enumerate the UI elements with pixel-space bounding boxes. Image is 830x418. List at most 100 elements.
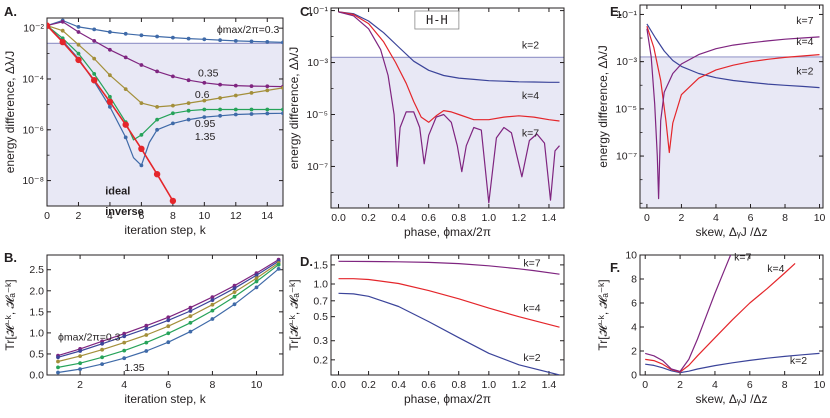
data-point-b-3-6 bbox=[188, 320, 193, 325]
data-point-b-2-1 bbox=[78, 354, 82, 358]
data-point-a-1-7 bbox=[155, 69, 160, 74]
series-line-e-2 bbox=[646, 28, 820, 200]
panel-b: 2 4 6 8 10 0.0 0.5 1.0 1.5 2.0 2.5 ϕmax/2π=0.3 1.35 i… bbox=[3, 254, 284, 406]
series-line-a-0 bbox=[47, 19, 283, 43]
shaded-region-e bbox=[640, 56, 823, 208]
x-axis-label-a: iteration step, k bbox=[124, 223, 206, 237]
data-point-a-1-8 bbox=[171, 74, 175, 79]
x-tick-label-f-0: 0 bbox=[642, 379, 648, 391]
y-tick-label-b-1: 0.5 bbox=[29, 348, 44, 360]
y-tick-label-f-2: 4 bbox=[631, 322, 637, 334]
data-point-a-2-12 bbox=[233, 93, 238, 98]
data-point-a-4-10 bbox=[171, 121, 175, 126]
data-point-b-2-7 bbox=[210, 302, 215, 307]
data-point-a-5-1 bbox=[59, 38, 66, 46]
x-tick-label-e-0: 0 bbox=[644, 212, 650, 224]
data-point-b-3-9 bbox=[254, 279, 259, 284]
data-point-b-2-2 bbox=[100, 347, 104, 352]
x-tick-label-f-2: 4 bbox=[712, 379, 718, 391]
data-point-a-1-3 bbox=[92, 39, 97, 43]
data-point-b-0-4 bbox=[144, 323, 149, 328]
x-tick-label-d-3: 0.6 bbox=[421, 379, 436, 391]
y-tick-label-e-3: 10⁻⁷ bbox=[616, 151, 637, 163]
data-point-a-0-13 bbox=[249, 39, 254, 44]
data-point-a-1-9 bbox=[186, 78, 191, 83]
data-point-a-1-12 bbox=[233, 83, 238, 88]
data-point-b-4-7 bbox=[210, 317, 215, 321]
annotation-c-2: k=7 bbox=[522, 128, 539, 140]
annotation-a-4: 1.35 bbox=[195, 131, 216, 143]
data-point-a-2-8 bbox=[171, 103, 175, 108]
panel-label-e: E. bbox=[610, 4, 622, 19]
y-tick-label-f-0: 0 bbox=[631, 370, 637, 382]
data-point-a-5-4 bbox=[106, 98, 114, 106]
data-point-a-3-13 bbox=[218, 107, 223, 112]
series-line-a-1 bbox=[47, 21, 283, 88]
y-tick-label-c-3: 10⁻⁷ bbox=[307, 161, 328, 173]
data-point-b-1-3 bbox=[122, 334, 127, 339]
x-axis-label-c: phase, ϕmax/2π bbox=[404, 225, 491, 239]
data-point-a-1-14 bbox=[265, 84, 270, 89]
plot-area-e bbox=[646, 23, 820, 200]
panel-a: 0 2 4 6 8 10 12 14 10⁻² 10⁻⁴ 10⁻⁶ 10⁻⁸ ϕmax/2π=0.3 0.… bbox=[3, 17, 284, 237]
x-tick-label-c-4: 0.8 bbox=[451, 212, 466, 224]
x-tick-label-c-6: 1.2 bbox=[512, 212, 527, 224]
data-point-a-5-6 bbox=[138, 145, 145, 152]
data-point-b-0-5 bbox=[166, 315, 171, 320]
data-point-b-2-3 bbox=[122, 340, 127, 345]
data-point-a-3-15 bbox=[249, 107, 254, 112]
plot-area-d bbox=[338, 260, 560, 375]
series-line-f-0 bbox=[645, 352, 820, 374]
data-point-a-3-3 bbox=[92, 72, 97, 76]
data-point-b-1-8 bbox=[232, 286, 237, 291]
data-point-b-1-2 bbox=[100, 341, 104, 346]
x-axis-label-f: skew, ΔᵧJ /Δz bbox=[696, 392, 768, 406]
data-point-b-3-4 bbox=[144, 340, 149, 345]
x-tick-label-d-7: 1.4 bbox=[542, 379, 557, 391]
data-point-a-0-11 bbox=[218, 38, 223, 42]
x-tick-label-e-5: 10 bbox=[814, 212, 826, 224]
x-tick-label-c-0: 0.0 bbox=[331, 212, 346, 224]
plot-area-f bbox=[645, 255, 820, 374]
x-axis-label-d: phase, ϕmax/2π bbox=[404, 392, 491, 406]
annotation-d-2: k=2 bbox=[523, 352, 540, 364]
data-point-a-1-6 bbox=[139, 63, 144, 67]
data-point-b-2-4 bbox=[144, 333, 149, 337]
annotation-e-2: k=2 bbox=[796, 66, 813, 78]
axes-frame-d bbox=[330, 254, 565, 376]
data-point-b-2-6 bbox=[188, 314, 193, 318]
data-point-a-2-15 bbox=[281, 86, 283, 90]
data-point-b-3-2 bbox=[100, 355, 104, 360]
annotation-a-2: 0.6 bbox=[195, 89, 210, 101]
series-line-a-2 bbox=[47, 25, 283, 108]
y-tick-label-d-5: 0.2 bbox=[313, 354, 328, 366]
x-tick-label-c-3: 0.6 bbox=[421, 212, 436, 224]
data-point-a-0-6 bbox=[139, 33, 144, 38]
y-tick-label-a-1: 10⁻⁴ bbox=[22, 73, 44, 85]
y-tick-label-f-5: 10 bbox=[625, 250, 637, 262]
data-point-a-4-16 bbox=[265, 111, 270, 116]
annotation-f-0: k=7 bbox=[734, 251, 751, 263]
data-point-a-3-10 bbox=[171, 111, 175, 116]
x-tick-label-c-1: 0.2 bbox=[361, 212, 376, 224]
annotation-f-1: k=4 bbox=[767, 263, 784, 275]
data-point-a-2-9 bbox=[186, 101, 191, 105]
data-point-a-3-7 bbox=[139, 133, 144, 137]
inset-box-c bbox=[414, 10, 460, 30]
panel-c: 0.0 0.2 0.4 0.6 0.8 1.0 1.2 1.4 10⁻¹ 10⁻³ 10⁻⁵ 10⁻⁷… bbox=[287, 5, 565, 239]
y-tick-label-f-4: 8 bbox=[631, 274, 637, 286]
x-tick-label-c-7: 1.4 bbox=[542, 212, 557, 224]
data-point-a-2-6 bbox=[139, 101, 144, 105]
x-tick-label-b-4: 10 bbox=[251, 379, 263, 391]
data-point-a-0-12 bbox=[233, 39, 238, 43]
series-line-d-2 bbox=[338, 292, 560, 375]
data-point-a-2-13 bbox=[249, 91, 254, 95]
data-point-a-2-11 bbox=[218, 96, 223, 100]
data-point-b-4-10 bbox=[276, 267, 281, 271]
x-tick-label-a-3: 6 bbox=[138, 210, 144, 222]
series-line-e-1 bbox=[646, 26, 820, 154]
data-point-b-4-2 bbox=[100, 362, 104, 366]
x-tick-label-a-6: 12 bbox=[230, 210, 242, 222]
y-axis-label-c: energy difference, Δλ/J bbox=[287, 47, 301, 170]
annotation-a-0: ϕmax/2π=0.3 bbox=[217, 24, 280, 36]
